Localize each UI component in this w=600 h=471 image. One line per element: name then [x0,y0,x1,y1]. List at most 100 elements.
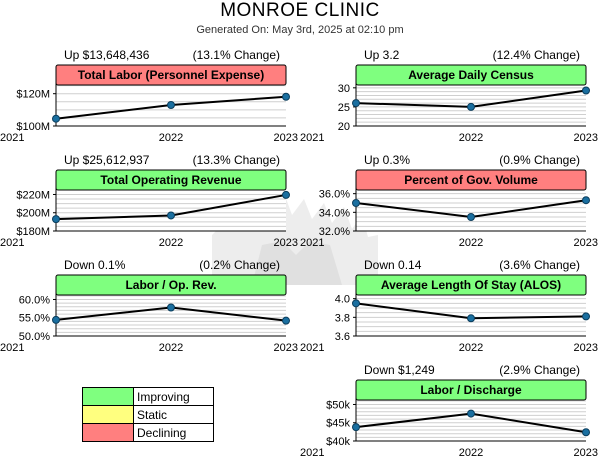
title-banner-declining [355,169,587,191]
x-tick-label: 2022 [459,342,483,354]
y-tick-label: 20 [338,121,350,133]
legend-row-declining: Declining [82,423,214,442]
x-tick-label: 2022 [459,132,483,144]
chart-labor-op-rev: Down 0.1% (0.2% Change) 50.0% 55.0% 60.0% 202… [0,258,298,354]
data-point [52,215,60,224]
plot-area [56,189,286,231]
legend-swatch-improving [82,387,134,406]
x-tick-label: 2021 [300,342,324,354]
generated-timestamp: Generated On: May 3rd, 2025 at 02:10 pm [196,24,404,36]
chart-total-operating-revenue: Up $25,612,937 (13.3% Change) $180M $200M $2… [0,153,298,249]
x-tick-label: 2023 [574,132,598,144]
y-tick-label: 60.0% [19,294,50,306]
data-point [352,99,360,108]
data-point [167,101,175,109]
chart-title: Total Operating Revenue [100,173,241,187]
title-banner-improving [355,274,587,296]
y-tick-label: 3.6 [335,331,350,343]
data-point [352,199,360,207]
y-tick-label: 30 [338,83,350,95]
x-tick-label: 2021 [300,132,324,144]
x-tick-label: 2022 [459,237,483,249]
summary-text: Up 3.2 [364,48,400,62]
chart-average-length-of-stay: Down 0.14 (3.6% Change) 3.6 3.8 4.0 2021 2022 2… [300,258,598,354]
chart-title: Average Length Of Stay (ALOS) [381,278,561,292]
data-point [352,423,360,432]
y-tick-label: 36.0% [319,189,350,201]
data-point [467,409,475,418]
y-tick-label: 50.0% [19,331,50,343]
x-tick-label: 2021 [300,447,324,459]
y-tick-label: 25 [338,102,350,114]
summary-text: Down 0.1% [64,258,126,272]
change-text: (3.6% Change) [499,258,580,272]
chart-title: Total Labor (Personnel Expense) [78,68,264,82]
y-tick-label: 34.0% [319,207,350,219]
y-tick-label: $100M [16,121,50,133]
plot-area [356,189,586,231]
y-tick-label: $220M [16,189,50,201]
x-tick-label: 2023 [274,342,298,354]
data-point [467,102,475,111]
data-point [167,303,175,312]
data-point [282,190,290,199]
y-tick-label: 55.0% [19,313,50,325]
x-tick-label: 2022 [159,132,183,144]
y-tick-label: $50k [326,399,350,411]
y-tick-label: 32.0% [319,226,350,238]
x-tick-label: 2021 [0,342,24,354]
y-tick-label: $45k [326,418,350,430]
y-tick-label: $200M [16,208,50,220]
chart-title: Labor / Op. Rev. [125,278,216,292]
chart-title: Percent of Gov. Volume [404,173,538,187]
x-tick-label: 2023 [274,132,298,144]
title-banner-improving [355,379,587,401]
report-title: MONROE CLINIC [220,0,380,21]
chart-title: Labor / Discharge [420,383,522,397]
x-tick-label: 2022 [159,237,183,249]
summary-text: Up $25,612,937 [64,153,150,167]
chart-total-labor: Up $13,648,436 (13.1% Change) $100M $120M 20… [0,48,298,144]
y-tick-label: $120M [16,89,50,101]
data-point [282,92,290,101]
data-point [582,86,590,95]
data-point [52,114,60,123]
summary-text: Down $1,249 [364,363,435,377]
x-tick-label: 2021 [0,237,24,249]
legend-label-static: Static [133,405,214,424]
change-text: (12.4% Change) [493,48,580,62]
change-text: (0.9% Change) [499,153,580,167]
chart-average-daily-census: Up 3.2 (12.4% Change) 20 25 30 2021 2022 2023 Av… [300,48,598,144]
legend-row-static: Static [82,405,214,424]
summary-text: Up $13,648,436 [64,48,150,62]
y-tick-label: 4.0 [335,294,350,306]
title-banner-improving [55,274,287,296]
data-point [467,213,475,221]
chart-percent-gov-volume: Up 0.3% (0.9% Change) 32.0% 34.0% 36.0% 2021 2… [300,153,598,249]
title-banner-improving [355,64,587,86]
plot-area [356,399,586,441]
data-point [282,316,290,325]
data-point [582,312,590,321]
data-point [582,428,590,437]
summary-text: Up 0.3% [364,153,410,167]
legend-swatch-static [82,405,134,424]
y-tick-label: $180M [16,226,50,238]
data-point [467,314,475,323]
change-text: (13.3% Change) [193,153,280,167]
data-point [167,211,175,220]
data-point [582,196,590,205]
data-point [352,299,360,308]
chart-labor-per-discharge: Down $1,249 (2.9% Change) $40k $45k $50k 2021… [300,363,598,459]
chart-title: Average Daily Census [408,68,534,82]
status-legend: Improving Static Declining [82,387,214,442]
x-tick-label: 2021 [300,237,324,249]
legend-label-declining: Declining [133,423,214,442]
x-tick-label: 2023 [274,237,298,249]
plot-area [56,294,286,336]
x-tick-label: 2022 [459,447,483,459]
title-banner-declining [55,64,287,86]
x-tick-label: 2023 [574,342,598,354]
change-text: (2.9% Change) [499,363,580,377]
summary-text: Down 0.14 [364,258,422,272]
